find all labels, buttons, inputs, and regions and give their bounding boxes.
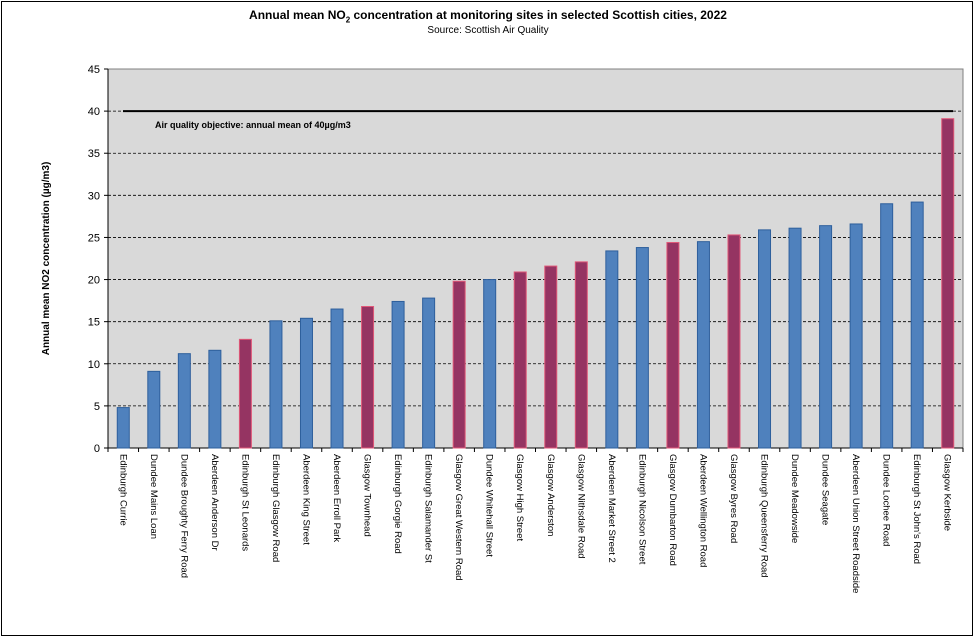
x-tick-label: Edinburgh St John's Road xyxy=(911,454,922,564)
bar xyxy=(422,297,436,449)
bar xyxy=(758,229,772,449)
x-tick-label: Glasgow Townhead xyxy=(362,454,373,537)
x-axis-labels: Edinburgh Currie Dundee Mains Loan Dundee … xyxy=(107,448,964,593)
bar xyxy=(177,353,191,449)
bar xyxy=(849,223,863,449)
y-tick-label: 45 xyxy=(88,64,100,76)
x-tick-label: Edinburgh Nicolson Street xyxy=(636,454,647,565)
y-tick-label: 5 xyxy=(94,401,100,413)
bar xyxy=(819,225,833,449)
bar xyxy=(269,320,283,449)
bar xyxy=(666,241,680,449)
objective: Air quality objective: annual mean of 40… xyxy=(123,110,953,130)
chart-header: Annual mean NO2 concentration at monitor… xyxy=(0,8,976,36)
x-tick-label: Glasgow Dumbarton Road xyxy=(667,454,678,566)
x-tick-label: Edinburgh Salamander St xyxy=(423,454,434,563)
bar xyxy=(483,279,497,449)
x-tick-label: Edinburgh Glasgow Road xyxy=(270,454,281,562)
bar xyxy=(513,271,527,449)
x-tick-label: Dundee Mains Loan xyxy=(148,454,159,539)
bar xyxy=(880,203,894,449)
y-tick-label: 30 xyxy=(88,190,100,202)
bar xyxy=(727,234,741,449)
x-tick-label: Aberdeen Market Street 2 xyxy=(606,454,617,563)
bar xyxy=(544,265,558,449)
x-tick-label: Glasgow Great Western Road xyxy=(453,454,464,581)
bar xyxy=(941,118,955,449)
y-axis-title: Annual mean NO2 concentration (µg/m3) xyxy=(41,162,52,356)
y-tick-label: 10 xyxy=(88,359,100,371)
bar xyxy=(238,338,252,449)
x-tick-label: Glasgow Kerbside xyxy=(942,454,953,531)
y-tick-label: 15 xyxy=(88,317,100,329)
x-tick-label: Aberdeen Union Street Roadside xyxy=(850,454,861,593)
objective-label: Air quality objective: annual mean of 40… xyxy=(155,120,351,130)
x-tick-label: Aberdeen Erroll Park xyxy=(331,454,342,542)
bar xyxy=(605,250,619,449)
bar xyxy=(147,370,161,449)
bar xyxy=(391,300,405,449)
chart-title: Annual mean NO2 concentration at monitor… xyxy=(249,8,727,25)
x-tick-label: Dundee Meadowside xyxy=(789,454,800,543)
bar xyxy=(116,407,130,449)
chart-subtitle: Source: Scottish Air Quality xyxy=(427,25,549,37)
x-tick-label: Glasgow Anderston xyxy=(545,454,556,536)
x-tick-label: Edinburgh Currie xyxy=(117,454,128,526)
bar xyxy=(330,308,344,449)
y-tick-label: 25 xyxy=(88,232,100,244)
x-tick-label: Glasgow Byres Road xyxy=(728,454,739,543)
bar xyxy=(910,201,924,449)
x-tick-label: Aberdeen Wellington Road xyxy=(697,454,708,567)
y-tick-label: 40 xyxy=(88,106,100,118)
x-tick-label: Edinburgh St Leonards xyxy=(239,454,250,551)
x-tick-label: Edinburgh Queensferry Road xyxy=(759,454,770,578)
bar xyxy=(696,241,710,449)
x-tick-label: Dundee Lochee Road xyxy=(881,454,892,546)
x-tick-label: Aberdeen King Street xyxy=(300,454,311,545)
x-tick-label: Edinburgh Gorgie Road xyxy=(392,454,403,554)
bar xyxy=(452,280,466,449)
y-tick-label: 20 xyxy=(88,275,100,287)
bars xyxy=(116,118,955,449)
x-tick-label: Glasgow Nithsdale Road xyxy=(575,454,586,559)
x-tick-label: Dundee Seagate xyxy=(820,454,831,525)
bar xyxy=(361,306,375,449)
bar xyxy=(574,261,588,449)
x-tick-label: Dundee Broughty Ferry Road xyxy=(178,454,189,578)
bar xyxy=(299,317,313,449)
bar xyxy=(635,247,649,449)
x-tick-label: Aberdeen Anderson Dr xyxy=(209,454,220,551)
bar xyxy=(788,227,802,449)
y-tick-label: 0 xyxy=(94,443,100,455)
bar xyxy=(208,349,222,449)
y-tick-label: 35 xyxy=(88,148,100,160)
x-tick-label: Glasgow High Street xyxy=(514,454,525,541)
x-tick-label: Dundee Whitehall Street xyxy=(484,454,495,557)
